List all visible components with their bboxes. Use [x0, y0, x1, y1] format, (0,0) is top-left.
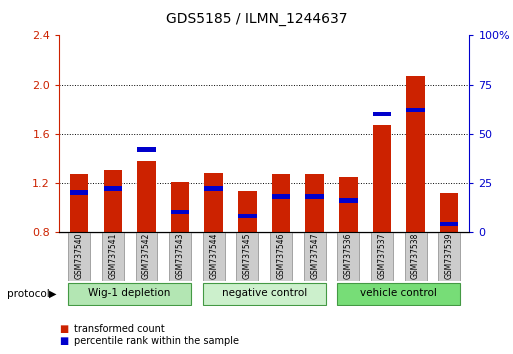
Bar: [104, 187, 122, 191]
Text: GSM737538: GSM737538: [411, 233, 420, 279]
Bar: [205, 173, 223, 232]
Text: GSM737537: GSM737537: [378, 233, 386, 279]
Text: ■: ■: [59, 324, 68, 333]
Bar: [236, 232, 259, 281]
Bar: [68, 232, 90, 281]
Text: Wig-1 depletion: Wig-1 depletion: [88, 288, 171, 298]
Bar: [440, 193, 459, 232]
Bar: [406, 108, 425, 112]
Bar: [137, 147, 156, 152]
Bar: [304, 232, 326, 281]
Bar: [137, 161, 156, 232]
Bar: [405, 232, 426, 281]
Text: GSM737544: GSM737544: [209, 233, 218, 279]
Bar: [203, 282, 326, 305]
Bar: [338, 232, 359, 281]
Bar: [238, 192, 256, 232]
Text: GSM737547: GSM737547: [310, 233, 319, 279]
Bar: [339, 198, 358, 202]
Bar: [104, 171, 122, 232]
Text: ▶: ▶: [49, 289, 56, 299]
Text: GSM737540: GSM737540: [75, 233, 84, 279]
Text: GSM737545: GSM737545: [243, 233, 252, 279]
Bar: [70, 190, 88, 195]
Text: GSM737546: GSM737546: [277, 233, 286, 279]
Text: GSM737541: GSM737541: [108, 233, 117, 279]
Bar: [171, 210, 189, 215]
Bar: [305, 194, 324, 199]
Bar: [102, 232, 124, 281]
Bar: [272, 174, 290, 232]
Text: ■: ■: [59, 336, 68, 346]
Bar: [270, 232, 292, 281]
Bar: [372, 112, 391, 116]
Bar: [205, 187, 223, 191]
Text: GSM737536: GSM737536: [344, 233, 353, 279]
Bar: [68, 282, 191, 305]
Bar: [438, 232, 460, 281]
Text: GDS5185 / ILMN_1244637: GDS5185 / ILMN_1244637: [166, 12, 347, 27]
Bar: [70, 174, 88, 232]
Bar: [238, 214, 256, 218]
Text: protocol: protocol: [7, 289, 49, 299]
Bar: [371, 232, 393, 281]
Bar: [171, 182, 189, 232]
Text: percentile rank within the sample: percentile rank within the sample: [74, 336, 240, 346]
Text: negative control: negative control: [222, 288, 307, 298]
Text: GSM737539: GSM737539: [445, 233, 453, 279]
Bar: [339, 177, 358, 232]
Bar: [305, 174, 324, 232]
Bar: [440, 222, 459, 226]
Bar: [203, 232, 225, 281]
Text: GSM737543: GSM737543: [175, 233, 185, 279]
Text: GSM737542: GSM737542: [142, 233, 151, 279]
Bar: [338, 282, 460, 305]
Bar: [169, 232, 191, 281]
Text: transformed count: transformed count: [74, 324, 165, 333]
Bar: [135, 232, 157, 281]
Bar: [406, 76, 425, 232]
Text: vehicle control: vehicle control: [360, 288, 437, 298]
Bar: [272, 194, 290, 199]
Bar: [372, 125, 391, 232]
